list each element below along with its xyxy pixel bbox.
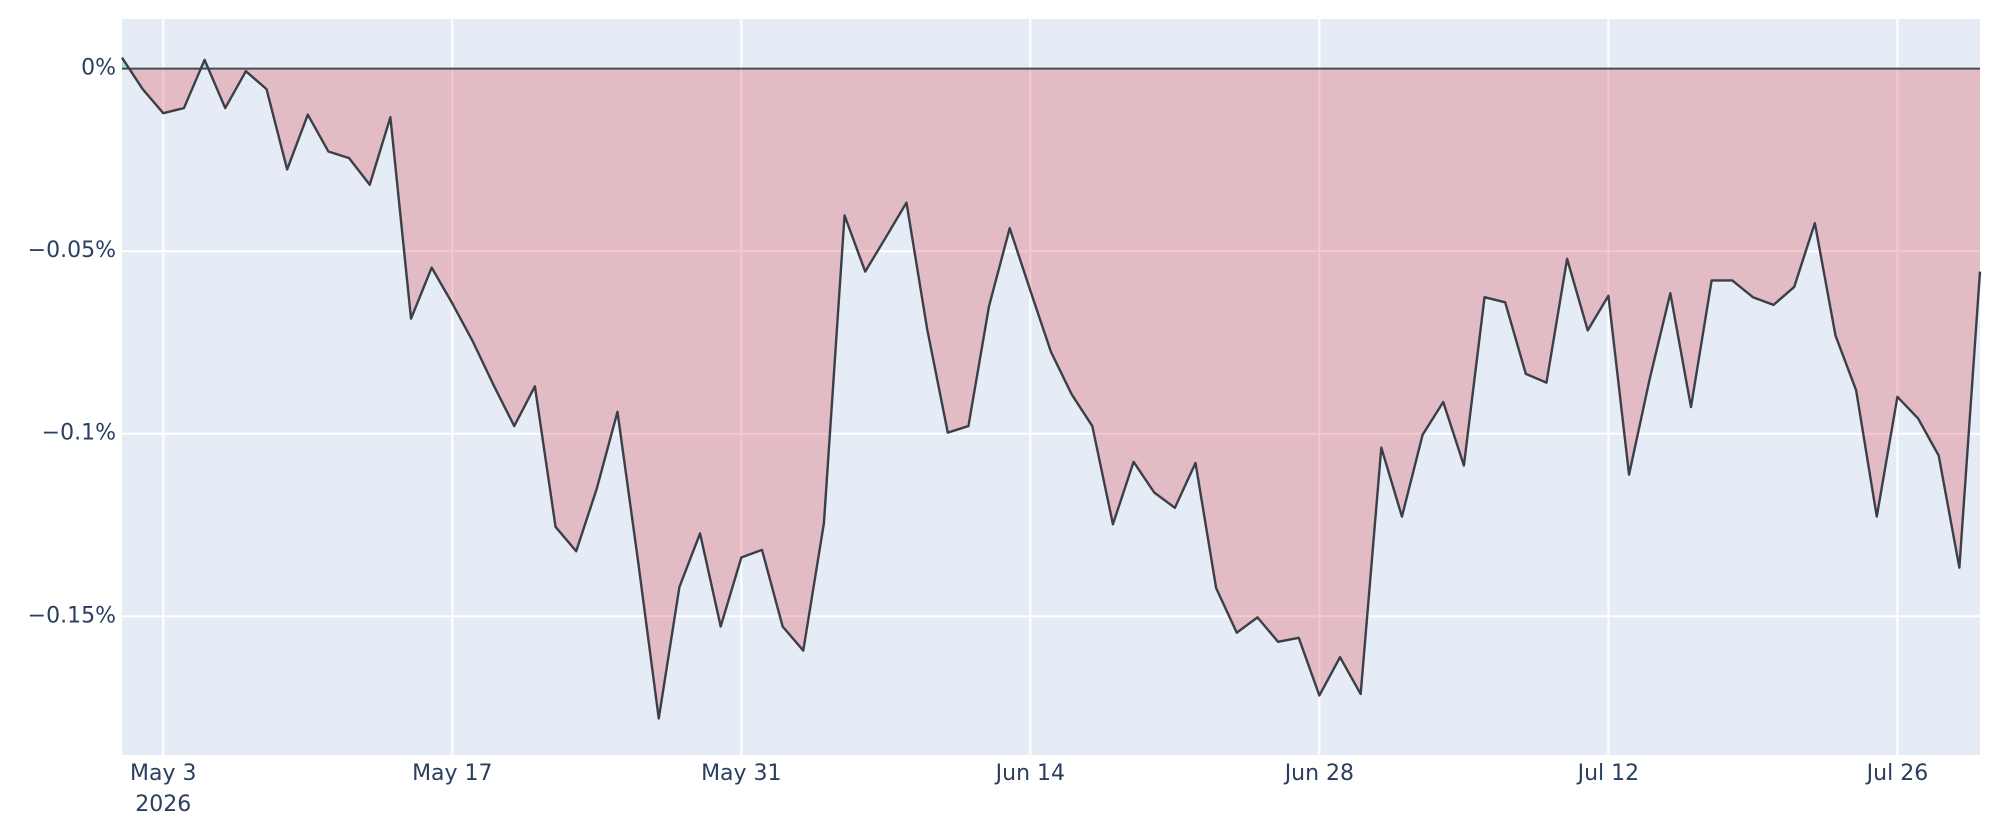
y-tick-label: −0.1% — [42, 421, 116, 446]
line — [120, 57, 1982, 720]
y-tick-label: 0% — [81, 56, 116, 81]
x-tick-label: May 17 — [412, 761, 492, 786]
negative-area — [122, 68, 1980, 719]
x-year-label: 2026 — [135, 792, 191, 817]
x-tick-label: Jul 26 — [1865, 761, 1929, 786]
x-tick-label: Jul 12 — [1576, 761, 1640, 786]
plot-background — [122, 19, 1980, 755]
y-tick-label: −0.15% — [28, 603, 116, 628]
x-tick-label: May 3 — [130, 761, 196, 786]
y-tick-label: −0.05% — [28, 238, 116, 263]
x-tick-label: Jun 28 — [1283, 761, 1354, 786]
x-tick-label: Jun 14 — [994, 761, 1065, 786]
x-tick-label: May 31 — [701, 761, 781, 786]
